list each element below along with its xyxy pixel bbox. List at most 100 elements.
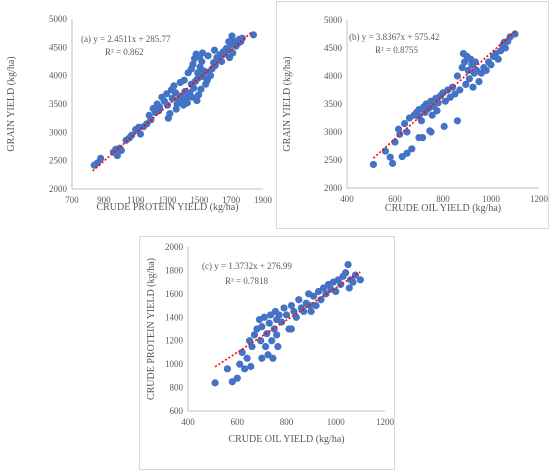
data-point (243, 354, 251, 362)
data-point (170, 82, 178, 90)
x-tick-label: 1200 (376, 417, 395, 427)
data-point (292, 313, 300, 321)
chart-panel-c: 400 600 800 1000 1200 600 800 1000 1200 1400 1600 1… (139, 236, 395, 470)
data-point (236, 360, 244, 368)
data-point (469, 83, 477, 91)
data-point (265, 319, 273, 327)
data-point (268, 337, 276, 345)
y-tick-label: 2500 (49, 156, 68, 166)
x-tick-label: 900 (97, 195, 111, 205)
data-point (287, 325, 296, 333)
data-point (415, 134, 423, 142)
data-point (193, 97, 201, 105)
y-tick-label: 3000 (49, 127, 68, 137)
data-point (344, 260, 352, 269)
data-point (487, 61, 495, 69)
x-tick-label: 1700 (222, 195, 241, 205)
data-point (453, 72, 461, 80)
data-point (295, 296, 303, 304)
x-tick-label: 1000 (482, 194, 501, 204)
x-tick-label: 800 (280, 417, 294, 427)
data-point (401, 120, 409, 128)
data-point (461, 58, 469, 66)
trendline (214, 271, 361, 368)
y-tick-label: 2500 (324, 155, 343, 165)
data-point (428, 111, 436, 119)
chart-panel-a: 700 900 1100 1300 1500 1700 1900 2000 2500 3000 35… (0, 1, 273, 229)
data-point (369, 160, 377, 169)
y-tick-label: 4000 (49, 71, 68, 81)
data-point (287, 301, 296, 310)
y-tick-label: 2000 (165, 242, 184, 252)
data-point (280, 304, 288, 312)
r-squared-label: R² = 0.8755 (375, 45, 419, 55)
y-tick-label: 4000 (324, 71, 343, 81)
data-point (317, 296, 325, 304)
data-point (228, 32, 236, 40)
data-point (238, 34, 246, 42)
data-point (391, 138, 399, 146)
data-point (223, 365, 231, 373)
data-point (258, 354, 266, 362)
equation-label: (c) y = 1.3732x + 276.99 (202, 261, 292, 271)
x-tick-label: 800 (436, 194, 450, 204)
data-point (250, 331, 259, 339)
data-point (427, 128, 435, 136)
x-axis-label: CRUDE OIL YIELD (kg/ha) (228, 434, 344, 445)
y-tick-label: 1200 (165, 336, 184, 346)
r-squared-label: R² = 0.862 (105, 47, 144, 57)
data-point (462, 80, 470, 88)
data-point (211, 61, 219, 70)
trendline (92, 31, 253, 172)
x-tick-label: 700 (65, 195, 79, 205)
scatter-chart-a: 700 900 1100 1300 1500 1700 1900 2000 2500 3000 35… (6, 14, 273, 213)
data-point (197, 85, 205, 93)
x-tick-label: 1100 (127, 195, 145, 205)
data-point (471, 58, 479, 66)
data-point (300, 307, 308, 316)
data-point (218, 57, 226, 66)
data-point (381, 147, 389, 155)
data-point (204, 52, 212, 60)
data-point (342, 269, 350, 277)
x-tick-label: 600 (231, 417, 245, 427)
y-tick-label: 1000 (165, 359, 184, 369)
y-tick-label: 1800 (165, 265, 184, 275)
x-tick-label: 1000 (327, 417, 346, 427)
data-point (475, 78, 483, 86)
data-point (275, 311, 283, 319)
data-point (163, 90, 171, 98)
data-point (117, 146, 125, 155)
data-point (194, 69, 202, 77)
data-point (417, 117, 425, 125)
data-point (465, 75, 473, 83)
data-point (386, 153, 394, 161)
equation-label: (a) y = 2.4511x + 285.77 (81, 34, 171, 44)
data-point (337, 280, 345, 289)
x-tick-label: 600 (388, 194, 402, 204)
data-point (408, 145, 416, 153)
data-point (458, 64, 466, 72)
data-point (194, 91, 203, 99)
x-axis-label: CRUDE OIL YIELD (kg/ha) (385, 203, 501, 214)
data-point (206, 72, 215, 80)
data-point (233, 374, 241, 382)
y-tick-label: 800 (170, 383, 184, 393)
data-point (356, 276, 364, 284)
data-point (258, 323, 266, 331)
data-point (211, 379, 219, 387)
data-point (403, 128, 411, 136)
y-axis-label: GRAIN YIELD (kg/ha) (6, 56, 17, 151)
y-tick-label: 3500 (324, 99, 343, 109)
data-point (501, 44, 509, 52)
data-point (389, 159, 397, 167)
y-tick-label: 5000 (324, 15, 343, 25)
data-point (171, 89, 180, 97)
x-tick-label: 1300 (159, 195, 178, 205)
r-squared-label: R² = 0.7818 (225, 276, 269, 286)
data-point (441, 97, 449, 105)
y-axis-label: GRAIN YIELD (kg/ha) (282, 56, 293, 151)
data-point (187, 80, 195, 88)
scatter-chart-b: 400 600 800 1000 1200 2000 2500 3000 3500 4000 450… (282, 15, 549, 214)
y-axis-label: CRUDE PROTEIN YIELD (kg/ha) (146, 258, 157, 400)
